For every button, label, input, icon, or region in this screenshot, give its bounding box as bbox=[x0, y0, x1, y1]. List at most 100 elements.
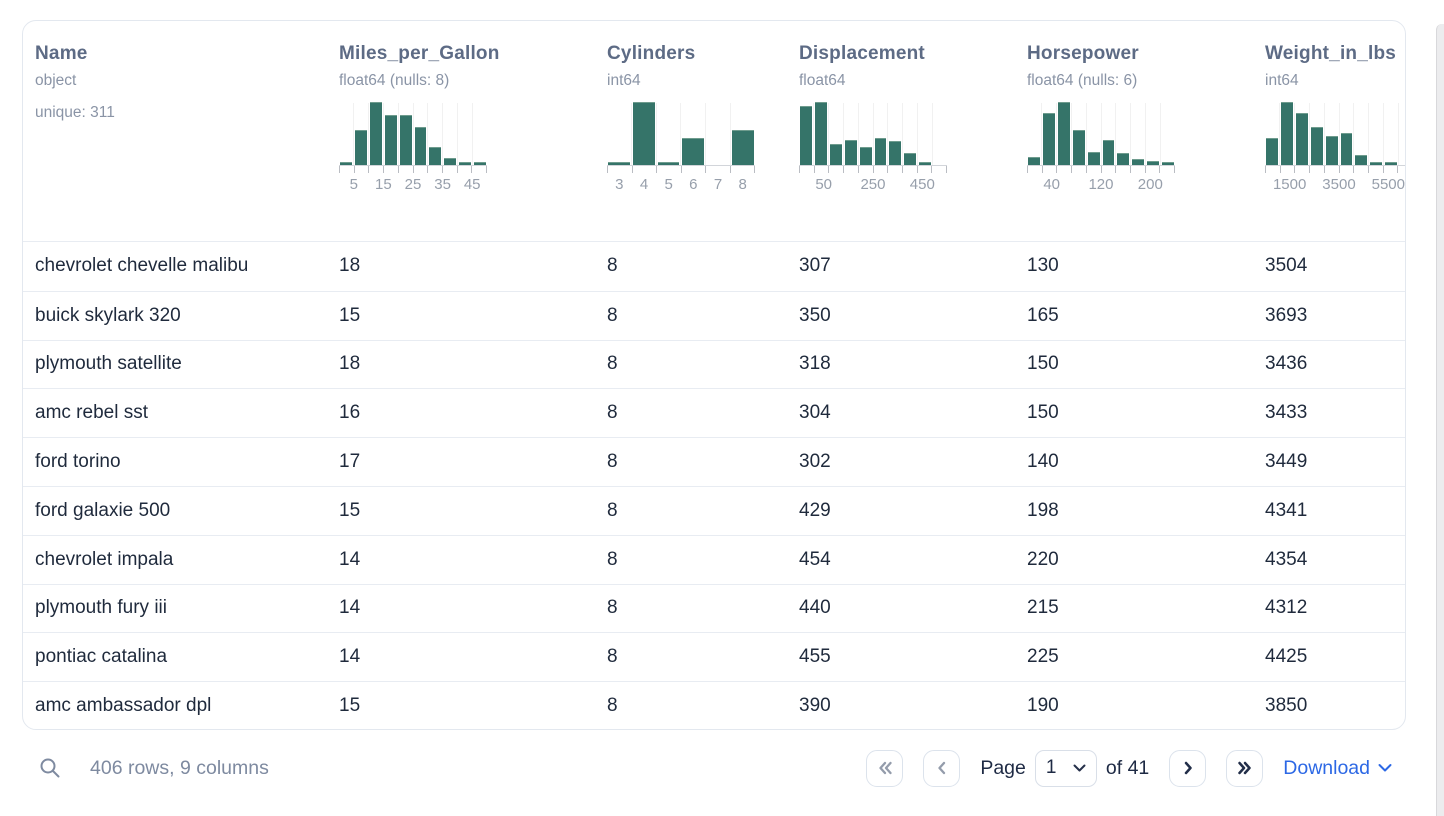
table-cell: 165 bbox=[1027, 304, 1059, 326]
histogram-bin bbox=[1383, 103, 1398, 165]
table-cell: 220 bbox=[1027, 548, 1059, 570]
column-header-horsepower[interactable]: Horsepower float64 (nulls: 6) 40 120 200 bbox=[1015, 21, 1253, 241]
page-number-select[interactable]: 1 bbox=[1034, 749, 1097, 787]
axis-tick bbox=[412, 166, 428, 173]
histogram-bin bbox=[1160, 103, 1175, 165]
table-cell: 8 bbox=[607, 304, 618, 326]
axis-tick bbox=[1265, 166, 1280, 173]
table-cell: 18 bbox=[339, 353, 361, 375]
column-header-miles-per-gallon[interactable]: Miles_per_Gallon float64 (nulls: 8) 5 15 2… bbox=[327, 21, 595, 241]
axis-tick-label: 7 bbox=[713, 176, 723, 193]
column-header-displacement[interactable]: Displacement float64 50 250 450 bbox=[787, 21, 1015, 241]
chevron-right-icon bbox=[1179, 759, 1197, 777]
histogram-bin bbox=[730, 103, 755, 165]
next-page-button[interactable] bbox=[1169, 749, 1207, 787]
last-page-button[interactable] bbox=[1226, 749, 1264, 787]
page-number-value: 1 bbox=[1045, 757, 1057, 778]
pagination-controls: Page 1 of 41 bbox=[866, 749, 1392, 787]
column-header-name[interactable]: Name object unique: 311 bbox=[23, 21, 327, 241]
table-cell: ford galaxie 500 bbox=[35, 499, 171, 521]
table-cell: 4312 bbox=[1265, 597, 1308, 619]
histogram-bar bbox=[682, 138, 705, 165]
axis-tick bbox=[1294, 166, 1309, 173]
axis-tick-label: 15 bbox=[375, 176, 392, 193]
table-row[interactable]: amc rebel sst 16 8 304 150 3433 bbox=[23, 388, 1405, 437]
chevron-down-icon bbox=[1073, 764, 1086, 773]
table-row[interactable]: pontiac catalina 14 8 455 225 4425 bbox=[23, 632, 1405, 681]
table-cell: 8 bbox=[607, 499, 618, 521]
table-cell: 390 bbox=[799, 695, 831, 717]
histogram-bar bbox=[1057, 102, 1070, 165]
search-button[interactable] bbox=[38, 756, 62, 780]
axis-tick-label: 200 bbox=[1137, 176, 1163, 193]
table-cell: 8 bbox=[607, 548, 618, 570]
axis-tick bbox=[828, 166, 843, 173]
first-page-button[interactable] bbox=[866, 749, 904, 787]
histogram-bar bbox=[844, 140, 857, 165]
total-pages-label: of 41 bbox=[1105, 756, 1150, 779]
histogram-bar bbox=[1028, 157, 1040, 165]
histogram-bar bbox=[1355, 155, 1368, 165]
table-row[interactable]: chevrolet impala 14 8 454 220 4354 bbox=[23, 534, 1405, 584]
axis-tick bbox=[1309, 166, 1324, 173]
table-cell: 3693 bbox=[1265, 304, 1308, 326]
histogram-bar bbox=[1042, 113, 1055, 165]
table-row[interactable]: ford galaxie 500 15 8 429 198 4341 bbox=[23, 485, 1405, 535]
column-dtype: int64 bbox=[1265, 72, 1299, 89]
table-row[interactable]: ford torino 17 8 302 140 3449 bbox=[23, 437, 1405, 486]
table-cell: 307 bbox=[799, 255, 831, 277]
histogram-bin bbox=[872, 103, 888, 165]
table-cell: 215 bbox=[1027, 597, 1059, 619]
histogram-bar bbox=[1147, 161, 1160, 165]
histogram-bin bbox=[630, 102, 656, 165]
axis-tick bbox=[857, 166, 873, 173]
histogram-bin bbox=[812, 102, 828, 165]
table-cell: 4425 bbox=[1265, 646, 1308, 668]
table-cell: 8 bbox=[607, 695, 618, 717]
download-button[interactable]: Download bbox=[1283, 757, 1392, 780]
axis-tick-label: 250 bbox=[860, 176, 886, 193]
histogram-bin bbox=[1278, 102, 1294, 165]
axis-tick bbox=[1353, 166, 1368, 173]
histogram-bar bbox=[474, 162, 487, 165]
histogram-bar bbox=[1117, 153, 1130, 165]
axis-tick bbox=[916, 166, 932, 173]
table-row[interactable]: plymouth fury iii 14 8 440 215 4312 bbox=[23, 583, 1405, 633]
table-row[interactable]: buick skylark 320 15 8 350 165 3693 bbox=[23, 290, 1405, 340]
axis-tick bbox=[729, 166, 755, 173]
column-title: Displacement bbox=[799, 43, 925, 64]
histogram-bin bbox=[442, 103, 457, 165]
histogram-bar bbox=[829, 144, 842, 165]
table-row[interactable]: amc ambassador dpl 15 8 390 190 3850 bbox=[23, 681, 1405, 729]
histogram-bar bbox=[657, 162, 680, 165]
histogram-bar bbox=[444, 158, 457, 165]
table-cell: 3436 bbox=[1265, 353, 1308, 375]
axis-ticks bbox=[1265, 166, 1405, 173]
previous-page-button[interactable] bbox=[923, 749, 961, 787]
histogram-horsepower: 40 120 200 bbox=[1027, 102, 1176, 193]
table-row[interactable]: chevrolet chevelle malibu 18 8 307 130 3504 bbox=[23, 242, 1405, 291]
axis-tick-label: 120 bbox=[1088, 176, 1114, 193]
table-cell: 15 bbox=[339, 695, 361, 717]
table-cell: amc ambassador dpl bbox=[35, 695, 212, 717]
axis-tick bbox=[1382, 166, 1398, 173]
table-row[interactable]: plymouth satellite 18 8 318 150 3436 bbox=[23, 339, 1405, 389]
histogram-bar bbox=[459, 162, 472, 165]
axis-tick bbox=[1279, 166, 1295, 173]
chevron-left-icon bbox=[933, 759, 951, 777]
histogram-bin bbox=[472, 103, 487, 165]
axis-tick-label: 3 bbox=[615, 176, 624, 193]
axis-tick bbox=[1144, 166, 1160, 173]
axis-tick bbox=[1129, 166, 1145, 173]
column-header-weight-in-lbs[interactable]: Weight_in_lbs int64 1500 3500 5500 bbox=[1253, 21, 1405, 241]
axis-tick bbox=[799, 166, 814, 173]
histogram-bin bbox=[857, 103, 873, 165]
column-dtype: float64 (nulls: 6) bbox=[1027, 72, 1138, 89]
column-unique-count: unique: 311 bbox=[35, 104, 115, 121]
histogram-bar bbox=[632, 102, 655, 165]
table-header-row: Name object unique: 311 Miles_per_Gallon… bbox=[23, 21, 1405, 242]
histogram-bin bbox=[655, 103, 681, 165]
scrollbar-track[interactable] bbox=[1436, 24, 1444, 816]
table-cell: 140 bbox=[1027, 451, 1059, 473]
